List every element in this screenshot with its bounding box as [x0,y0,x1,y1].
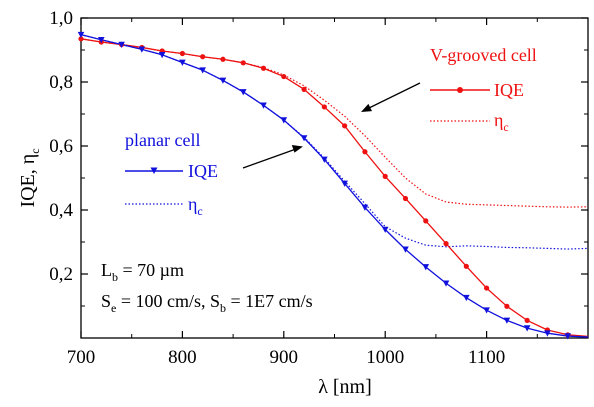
legend-planar-iqe-marker [150,167,158,174]
legend-planar-eta-label: ηc [188,194,203,218]
legend-planar-iqe-label: IQE [188,161,218,181]
x-tick-label: 800 [168,347,197,368]
data-point-vg_iqe [382,173,388,179]
data-point-pl_iqe [300,135,308,142]
data-point-vg_iqe [260,65,267,71]
arrow-to-planar-curve-head [291,145,303,153]
data-point-pl_iqe [260,102,267,109]
x-tick-label: 700 [67,347,96,368]
x-axis-title: λ [nm] [318,376,372,398]
data-point-pl_iqe [179,59,186,66]
data-point-pl_iqe [361,204,369,211]
arrow-to-v-grooved-curve-head [361,103,372,112]
data-point-vg_iqe [402,195,409,202]
legend-v-grooved-title: V-grooved cell [430,45,537,65]
series-layer [80,34,589,338]
axis-ticks: 700 800 900 1000 1100 0,2 0,4 0,6 0,8 1,0 [49,8,588,368]
data-point-pl_iqe [381,226,389,233]
data-point-vg_iqe [524,317,530,323]
data-point-vg_iqe [504,303,510,309]
data-point-pl_iqe [523,325,531,332]
annotation-lb: Lb = 70 µm [101,260,184,284]
data-point-vg_iqe [240,60,246,66]
data-point-pl_iqe [402,246,409,253]
series-line-vg_iqe [80,38,589,338]
legend-planar-title: planar cell [125,130,200,150]
data-point-pl_iqe [341,180,348,187]
data-point-pl_iqe [219,77,227,84]
data-point-vg_iqe [220,56,226,62]
x-tick-label: 900 [270,347,299,368]
data-point-pl_iqe [564,333,572,340]
series-line-pl_iqe [80,34,589,338]
y-tick-label: 0,4 [49,200,73,221]
arrow-to-v-grooved-curve [366,82,421,110]
legend-v-grooved-eta-label: ηc [494,110,509,134]
data-point-vg_iqe [484,285,490,291]
data-point-pl_iqe [544,330,551,337]
data-point-pl_iqe [97,36,105,44]
data-point-pl_iqe [503,317,511,324]
data-point-pl_iqe [280,117,288,124]
data-point-pl_iqe [422,264,430,271]
data-point-pl_iqe [442,280,450,287]
arrow-to-planar-curve [242,148,297,169]
legend-planar: planar cell IQE ηc [125,130,218,218]
y-tick-label: 0,2 [49,264,73,285]
legend-v-grooved-iqe-label: IQE [494,80,524,100]
data-point-vg_iqe [443,241,449,247]
data-point-pl_iqe [158,52,166,59]
marker-layer [77,31,572,340]
annotation-se-sb: Se = 100 cm/s, Sb = 1E7 cm/s [101,291,313,315]
data-point-pl_iqe [483,307,490,314]
data-point-pl_iqe [118,41,125,48]
data-point-vg_iqe [200,54,206,60]
data-point-pl_iqe [321,156,328,163]
data-point-vg_iqe [362,149,368,155]
y-tick-label: 0,6 [49,136,73,157]
data-point-pl_iqe [77,31,85,39]
data-point-vg_iqe [321,104,327,110]
data-point-pl_iqe [199,67,206,74]
data-point-vg_iqe [179,50,185,57]
data-point-pl_iqe [239,89,247,96]
data-point-vg_iqe [301,86,307,92]
data-point-vg_iqe [78,36,84,42]
y-axis-title: IQE, ηc [17,148,42,207]
legend-v-grooved-iqe-marker [457,87,463,93]
plot-frame [80,17,589,339]
data-point-vg_iqe [423,218,429,224]
y-tick-label: 1,0 [49,8,73,29]
y-tick-label: 0,8 [49,72,73,93]
x-tick-label: 1100 [468,347,505,368]
data-point-vg_iqe [463,263,469,269]
x-tick-label: 1000 [366,347,404,368]
data-point-vg_iqe [281,73,287,80]
legend-v-grooved: V-grooved cell IQE ηc [430,45,537,134]
data-point-vg_iqe [342,123,348,129]
data-point-pl_iqe [463,294,470,302]
pointer-arrows [242,82,421,169]
data-point-pl_iqe [138,46,146,53]
